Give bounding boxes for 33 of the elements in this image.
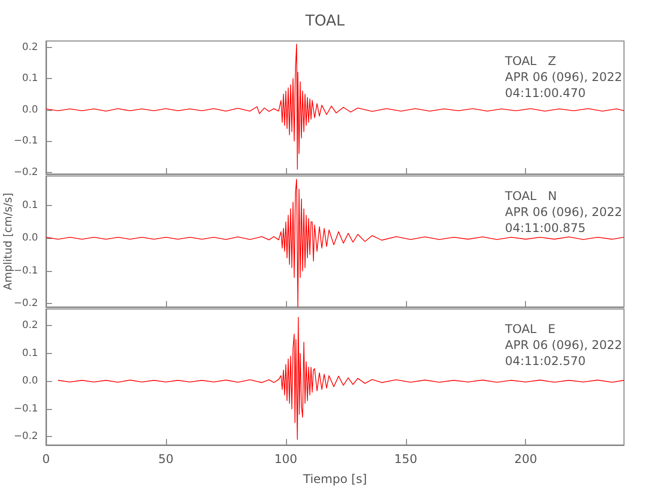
x-tick-label: 50 <box>158 452 174 466</box>
y-tick-label: 0.2 <box>22 320 38 332</box>
annotation: 04:11:00.875 <box>505 221 586 235</box>
x-axis-title: Tiempo [s] <box>302 472 367 486</box>
annotation: APR 06 (096), 2022 <box>505 338 622 352</box>
annotation: 04:11:02.570 <box>505 354 586 368</box>
x-tick-label: 150 <box>394 452 418 466</box>
x-tick-label: 200 <box>514 452 538 466</box>
annotation: TOAL E <box>504 322 556 336</box>
y-tick-label: 0.1 <box>22 348 38 359</box>
y-tick-label: 0.1 <box>22 200 38 211</box>
y-tick-label: −0.1 <box>14 136 38 147</box>
chart-title: TOAL <box>304 12 346 30</box>
y-tick-label: 0.2 <box>22 42 38 53</box>
y-tick-label: 0.0 <box>22 376 38 387</box>
line-series <box>46 44 624 170</box>
y-axis-title: Amplitud [cm/s/s] <box>2 192 14 290</box>
y-tick-label: 0.0 <box>22 232 38 244</box>
x-tick-label: 0 <box>42 452 50 466</box>
y-tick-label: −0.2 <box>14 431 38 442</box>
y-tick-label: −0.1 <box>14 265 38 276</box>
annotation: TOAL N <box>504 189 557 203</box>
y-tick-label: −0.2 <box>14 166 38 178</box>
y-tick-label: 0.1 <box>22 73 38 84</box>
y-tick-label: −0.2 <box>14 298 38 310</box>
y-tick-label: −0.1 <box>14 403 38 414</box>
y-tick-label: 0.0 <box>22 104 38 116</box>
x-tick-label: 100 <box>274 452 298 466</box>
annotation: APR 06 (096), 2022 <box>505 70 622 84</box>
annotation: TOAL Z <box>504 54 556 68</box>
annotation: APR 06 (096), 2022 <box>505 205 622 219</box>
line-series <box>58 316 624 440</box>
annotation: 04:11:00.470 <box>505 86 586 100</box>
